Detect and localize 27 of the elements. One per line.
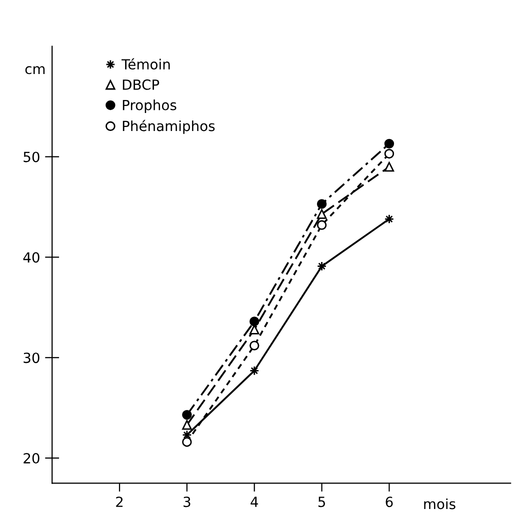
y-tick-label: 30	[24, 352, 40, 364]
x-tick-label: 3	[184, 496, 190, 508]
y-tick-label: 20	[24, 453, 40, 464]
x-tick-label: 5	[318, 496, 325, 508]
point	[316, 199, 327, 209]
point	[182, 410, 192, 420]
point	[316, 209, 327, 219]
legend-label: DBCP	[122, 79, 160, 90]
point	[182, 420, 192, 430]
x-tick-label: 4	[250, 496, 258, 507]
y-axis-title: cm	[25, 66, 45, 74]
point	[250, 340, 260, 350]
point	[384, 148, 394, 159]
x-tick-label: 6	[386, 496, 393, 508]
point	[384, 138, 394, 149]
legend-label: Prophos	[122, 100, 176, 113]
point	[316, 220, 327, 230]
point	[384, 162, 394, 172]
x-axis-title: mois	[424, 498, 456, 510]
y-tick-label: 50	[24, 152, 40, 162]
point	[250, 316, 260, 326]
legend-label: Phénamiphos	[122, 120, 215, 134]
y-tick-label: 40	[23, 252, 40, 263]
point	[250, 324, 260, 334]
x-tick-label: 2	[116, 496, 123, 507]
point	[182, 437, 192, 447]
legend-label: Témoin	[122, 58, 170, 70]
